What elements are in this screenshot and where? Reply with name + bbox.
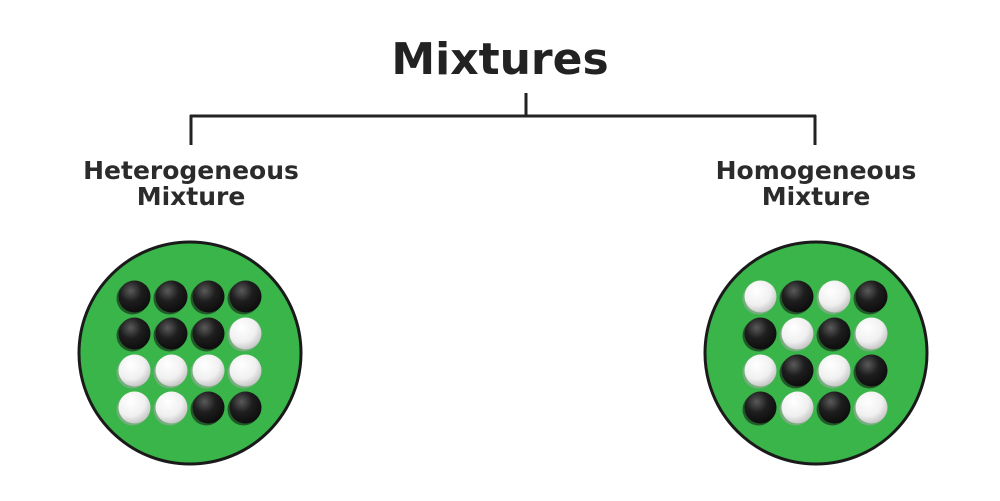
heterogeneous-label-line2: Mixture [136, 182, 246, 211]
homogeneous-container-circle [703, 240, 929, 466]
light-particle [229, 354, 262, 387]
light-particle [155, 354, 188, 387]
dark-particle [744, 317, 777, 350]
dark-particle [155, 317, 188, 350]
light-particle [192, 354, 225, 387]
homogeneous-mixture-label: Homogeneous Mixture [666, 158, 966, 210]
dark-particle [855, 354, 888, 387]
connector-lines [189, 93, 817, 145]
dark-particle [155, 280, 188, 313]
homogeneous-label-line2: Mixture [761, 182, 871, 211]
dark-particle [818, 391, 851, 424]
dark-particle [781, 354, 814, 387]
light-particle [229, 317, 262, 350]
light-particle [781, 317, 814, 350]
light-particle [744, 280, 777, 313]
mixture-circles [77, 240, 929, 466]
heterogeneous-label-line1: Heterogeneous [83, 156, 299, 185]
light-particle [855, 391, 888, 424]
light-particle [781, 391, 814, 424]
light-particle [155, 391, 188, 424]
light-particle [118, 354, 151, 387]
diagram-title: Mixtures [391, 34, 609, 85]
dark-particle [192, 391, 225, 424]
dark-particle [229, 391, 262, 424]
dark-particle [744, 391, 777, 424]
homogeneous-label-line1: Homogeneous [715, 156, 917, 185]
dark-particle [781, 280, 814, 313]
heterogeneous-container-circle [77, 240, 303, 466]
light-particle [818, 280, 851, 313]
dark-particle [192, 280, 225, 313]
heterogeneous-mixture-diagram [77, 240, 303, 466]
light-particle [744, 354, 777, 387]
light-particle [855, 317, 888, 350]
dark-particle [818, 317, 851, 350]
heterogeneous-mixture-label: Heterogeneous Mixture [41, 158, 341, 210]
light-particle [118, 391, 151, 424]
dark-particle [192, 317, 225, 350]
dark-particle [118, 317, 151, 350]
light-particle [818, 354, 851, 387]
dark-particle [855, 280, 888, 313]
homogeneous-mixture-diagram [703, 240, 929, 466]
dark-particle [118, 280, 151, 313]
dark-particle [229, 280, 262, 313]
